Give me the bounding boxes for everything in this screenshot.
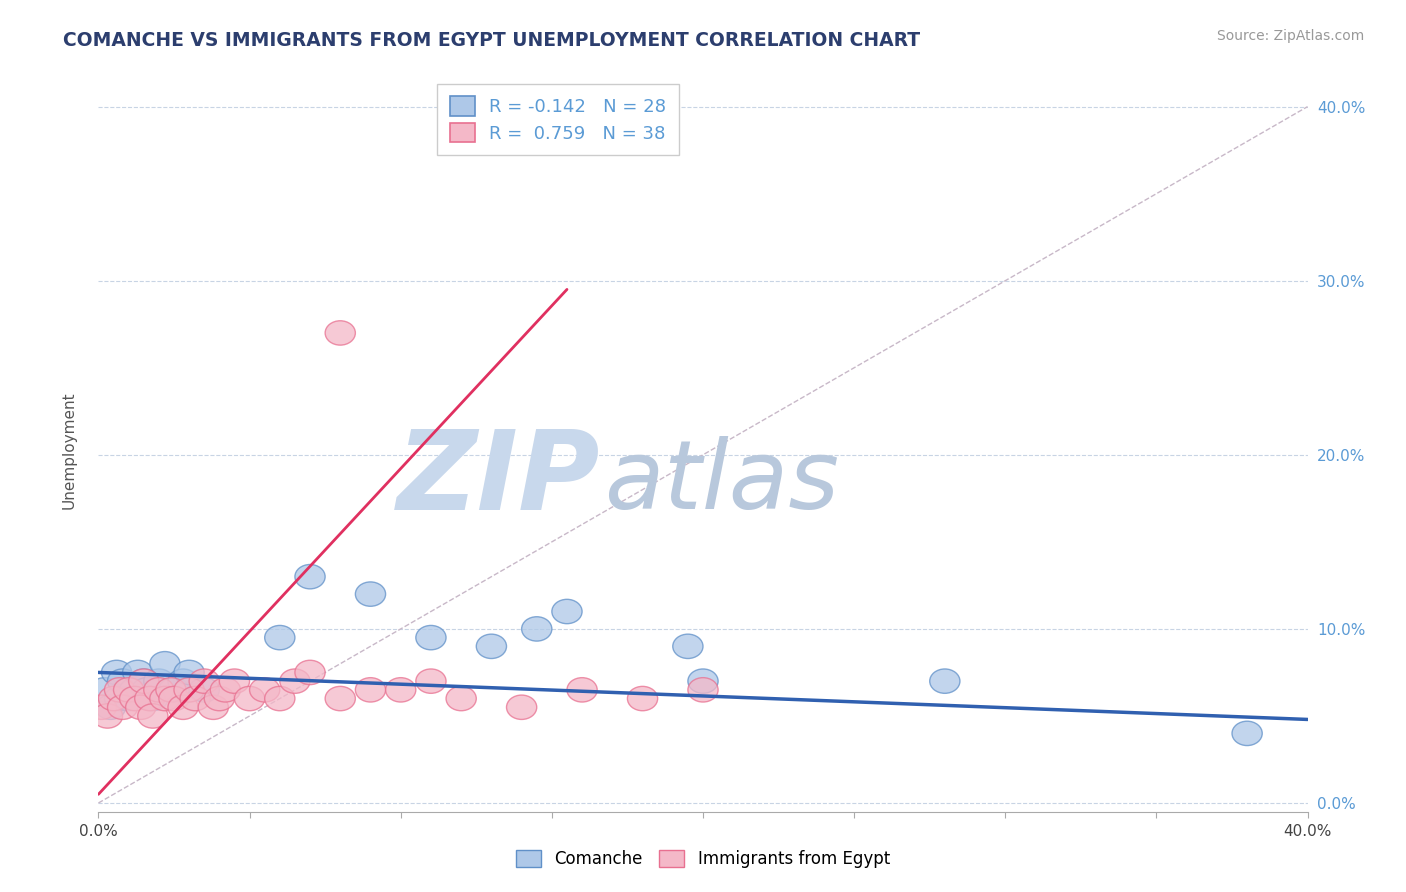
Ellipse shape xyxy=(477,634,506,658)
Ellipse shape xyxy=(416,625,446,649)
Ellipse shape xyxy=(688,669,718,693)
Ellipse shape xyxy=(385,678,416,702)
Text: Source: ZipAtlas.com: Source: ZipAtlas.com xyxy=(1216,29,1364,43)
Ellipse shape xyxy=(446,686,477,711)
Ellipse shape xyxy=(150,686,180,711)
Ellipse shape xyxy=(280,669,311,693)
Ellipse shape xyxy=(129,669,159,693)
Ellipse shape xyxy=(250,678,280,702)
Ellipse shape xyxy=(295,565,325,589)
Ellipse shape xyxy=(356,582,385,607)
Ellipse shape xyxy=(551,599,582,624)
Ellipse shape xyxy=(325,686,356,711)
Ellipse shape xyxy=(96,695,125,720)
Ellipse shape xyxy=(211,678,240,702)
Text: COMANCHE VS IMMIGRANTS FROM EGYPT UNEMPLOYMENT CORRELATION CHART: COMANCHE VS IMMIGRANTS FROM EGYPT UNEMPL… xyxy=(63,31,921,50)
Legend: Comanche, Immigrants from Egypt: Comanche, Immigrants from Egypt xyxy=(509,843,897,875)
Ellipse shape xyxy=(929,669,960,693)
Ellipse shape xyxy=(120,686,150,711)
Ellipse shape xyxy=(156,678,186,702)
Ellipse shape xyxy=(138,704,167,728)
Ellipse shape xyxy=(135,686,165,711)
Ellipse shape xyxy=(204,686,235,711)
Ellipse shape xyxy=(1232,722,1263,746)
Ellipse shape xyxy=(101,660,132,685)
Ellipse shape xyxy=(567,678,598,702)
Ellipse shape xyxy=(107,695,138,720)
Text: ZIP: ZIP xyxy=(396,425,600,533)
Ellipse shape xyxy=(688,678,718,702)
Ellipse shape xyxy=(190,678,219,702)
Ellipse shape xyxy=(86,695,117,720)
Ellipse shape xyxy=(150,651,180,676)
Ellipse shape xyxy=(219,669,250,693)
Ellipse shape xyxy=(104,686,135,711)
Ellipse shape xyxy=(132,678,162,702)
Ellipse shape xyxy=(107,669,138,693)
Ellipse shape xyxy=(506,695,537,720)
Ellipse shape xyxy=(129,669,159,693)
Ellipse shape xyxy=(93,704,122,728)
Ellipse shape xyxy=(190,669,219,693)
Text: atlas: atlas xyxy=(603,436,839,530)
Ellipse shape xyxy=(167,669,198,693)
Ellipse shape xyxy=(356,678,385,702)
Ellipse shape xyxy=(143,678,174,702)
Ellipse shape xyxy=(174,678,204,702)
Ellipse shape xyxy=(673,634,703,658)
Ellipse shape xyxy=(159,686,188,711)
Ellipse shape xyxy=(143,669,174,693)
Ellipse shape xyxy=(114,678,143,702)
Ellipse shape xyxy=(264,686,295,711)
Ellipse shape xyxy=(325,321,356,345)
Ellipse shape xyxy=(198,695,228,720)
Ellipse shape xyxy=(90,678,120,702)
Y-axis label: Unemployment: Unemployment xyxy=(62,392,77,509)
Ellipse shape xyxy=(114,686,143,711)
Ellipse shape xyxy=(295,660,325,685)
Ellipse shape xyxy=(159,678,188,702)
Ellipse shape xyxy=(416,669,446,693)
Ellipse shape xyxy=(174,660,204,685)
Ellipse shape xyxy=(104,678,135,702)
Ellipse shape xyxy=(180,686,211,711)
Ellipse shape xyxy=(98,686,129,711)
Ellipse shape xyxy=(120,678,150,702)
Ellipse shape xyxy=(235,686,264,711)
Ellipse shape xyxy=(167,695,198,720)
Ellipse shape xyxy=(122,660,153,685)
Ellipse shape xyxy=(125,695,156,720)
Ellipse shape xyxy=(522,616,551,641)
Ellipse shape xyxy=(264,625,295,649)
Legend: R = -0.142   N = 28, R =  0.759   N = 38: R = -0.142 N = 28, R = 0.759 N = 38 xyxy=(437,84,679,155)
Ellipse shape xyxy=(138,686,167,711)
Ellipse shape xyxy=(627,686,658,711)
